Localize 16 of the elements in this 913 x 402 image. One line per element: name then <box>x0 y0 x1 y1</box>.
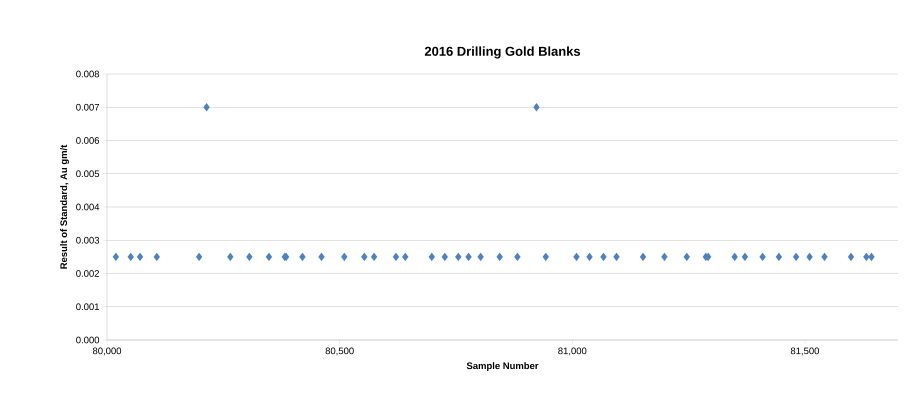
chart-title: 2016 Drilling Gold Blanks <box>424 46 580 59</box>
y-tick-label: 0.005 <box>76 170 100 178</box>
y-axis-title: Result of Standard, Au gm/t <box>60 144 69 269</box>
y-tick-label: 0.006 <box>76 137 100 144</box>
x-tick-label: 81,500 <box>790 348 820 356</box>
y-tick-label: 0.004 <box>76 204 100 210</box>
y-tick-label: 0.001 <box>76 303 100 310</box>
x-tick-label: 81,000 <box>558 348 586 356</box>
x-tick-label: 80,000 <box>92 348 122 356</box>
x-axis-title: Sample Number <box>466 362 538 372</box>
y-tick-label: 0.007 <box>76 104 100 111</box>
y-tick-label: 0.003 <box>76 236 100 244</box>
y-tick-label: 0.008 <box>76 70 100 78</box>
x-tick-label: 80,500 <box>326 348 354 356</box>
y-tick-label: 0.002 <box>76 270 100 277</box>
y-tick-label: 0.000 <box>76 336 100 344</box>
